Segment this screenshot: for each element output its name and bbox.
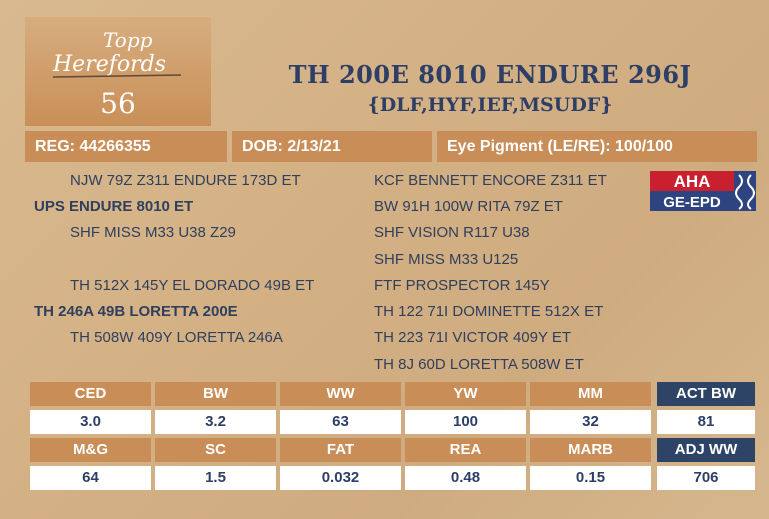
lot-number: 56 xyxy=(100,87,136,120)
epd-label-ww: WW xyxy=(280,382,401,406)
reg-number: REG: 44266355 xyxy=(25,131,227,162)
logo-line1: Topp xyxy=(103,28,153,52)
dam: TH 246A 49B LORETTA 200E xyxy=(34,303,238,320)
topp-herefords-logo: Topp Herefords xyxy=(52,28,182,78)
animal-name: TH 200E 8010 ENDURE 296J xyxy=(288,60,692,89)
epd-label-rea: REA xyxy=(405,438,526,462)
adj-ww-value: 706 xyxy=(657,466,755,490)
epd-label-mm: MM xyxy=(530,382,651,406)
act-bw-value: 81 xyxy=(657,410,755,434)
epd-label-ced: CED xyxy=(30,382,151,406)
epd-value-mg: 64 xyxy=(30,466,151,490)
sire-dam: SHF MISS M33 U38 Z29 xyxy=(70,224,236,241)
act-bw-label: ACT BW xyxy=(657,382,755,406)
eye-pigment: Eye Pigment (LE/RE): 100/100 xyxy=(437,131,757,162)
pedigree-right-2: BW 91H 100W RITA 79Z ET xyxy=(374,198,563,215)
pedigree-right-6: TH 122 71I DOMINETTE 512X ET xyxy=(374,303,604,320)
epd-value-yw: 100 xyxy=(405,410,526,434)
epd-value-fat: 0.032 xyxy=(280,466,401,490)
epd-value-mm: 32 xyxy=(530,410,651,434)
epd-label-marb: MARB xyxy=(530,438,651,462)
pedigree-right-7: TH 223 71I VICTOR 409Y ET xyxy=(374,329,572,346)
epd-value-marb: 0.15 xyxy=(530,466,651,490)
pedigree-right-5: FTF PROSPECTOR 145Y xyxy=(374,277,550,294)
epd-value-rea: 0.48 xyxy=(405,466,526,490)
aha-text: AHA xyxy=(674,172,711,191)
dam-dam: TH 508W 409Y LORETTA 246A xyxy=(70,329,283,346)
logo-line2: Herefords xyxy=(52,52,166,77)
sire-sire: NJW 79Z Z311 ENDURE 173D ET xyxy=(70,172,301,189)
dam-sire: TH 512X 145Y EL DORADO 49B ET xyxy=(70,277,315,294)
epd-label-mg: M&G xyxy=(30,438,151,462)
epd-label-bw: BW xyxy=(155,382,276,406)
adj-ww-label: ADJ WW xyxy=(657,438,755,462)
epd-value-ced: 3.0 xyxy=(30,410,151,434)
epd-value-bw: 3.2 xyxy=(155,410,276,434)
pedigree-right-4: SHF MISS M33 U125 xyxy=(374,251,519,268)
dob: DOB: 2/13/21 xyxy=(232,131,432,162)
designations: {DLF,HYF,IEF,MSUDF} xyxy=(367,94,613,116)
epd-label-fat: FAT xyxy=(280,438,401,462)
epd-value-sc: 1.5 xyxy=(155,466,276,490)
logo-box: Topp Herefords 56 xyxy=(25,17,211,126)
epd-label-yw: YW xyxy=(405,382,526,406)
pedigree-right-1: KCF BENNETT ENCORE Z311 ET xyxy=(374,172,607,189)
ge-epd-text: GE-EPD xyxy=(663,194,721,211)
pedigree-right-3: SHF VISION R117 U38 xyxy=(374,224,530,241)
info-row: REG: 44266355 DOB: 2/13/21 Eye Pigment (… xyxy=(25,131,757,162)
aha-ge-epd-badge: AHA GE-EPD xyxy=(650,171,756,211)
epd-value-ww: 63 xyxy=(280,410,401,434)
sire: UPS ENDURE 8010 ET xyxy=(34,198,194,215)
pedigree-right-8: TH 8J 60D LORETTA 508W ET xyxy=(374,356,584,373)
epd-label-sc: SC xyxy=(155,438,276,462)
